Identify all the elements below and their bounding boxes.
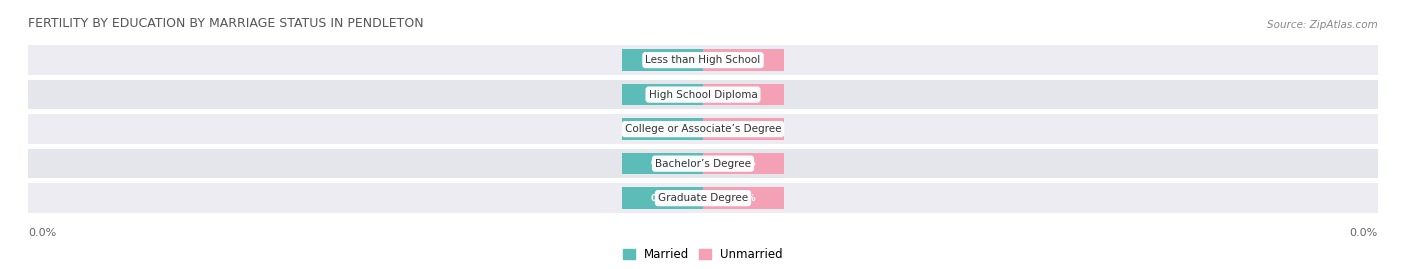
Text: 0.0%: 0.0% xyxy=(731,125,756,134)
Text: Source: ZipAtlas.com: Source: ZipAtlas.com xyxy=(1267,20,1378,30)
Text: College or Associate’s Degree: College or Associate’s Degree xyxy=(624,124,782,134)
Bar xyxy=(621,187,703,209)
Text: 0.0%: 0.0% xyxy=(650,125,675,134)
Bar xyxy=(703,187,785,209)
Bar xyxy=(621,118,703,140)
Text: FERTILITY BY EDUCATION BY MARRIAGE STATUS IN PENDLETON: FERTILITY BY EDUCATION BY MARRIAGE STATU… xyxy=(28,17,423,30)
Legend: Married, Unmarried: Married, Unmarried xyxy=(619,243,787,266)
Bar xyxy=(621,84,703,105)
Text: 0.0%: 0.0% xyxy=(650,90,675,99)
Text: High School Diploma: High School Diploma xyxy=(648,90,758,100)
Text: Graduate Degree: Graduate Degree xyxy=(658,193,748,203)
Text: 0.0%: 0.0% xyxy=(1350,228,1378,238)
Bar xyxy=(621,49,703,71)
Text: 0.0%: 0.0% xyxy=(731,56,756,65)
Text: Less than High School: Less than High School xyxy=(645,55,761,65)
Bar xyxy=(703,118,785,140)
Bar xyxy=(621,153,703,174)
Text: 0.0%: 0.0% xyxy=(28,228,56,238)
Text: 0.0%: 0.0% xyxy=(731,159,756,168)
Bar xyxy=(703,153,785,174)
Bar xyxy=(28,80,1378,109)
Bar xyxy=(28,149,1378,178)
Text: 0.0%: 0.0% xyxy=(731,90,756,99)
Text: Bachelor’s Degree: Bachelor’s Degree xyxy=(655,159,751,169)
Bar xyxy=(28,45,1378,75)
Text: 0.0%: 0.0% xyxy=(650,159,675,168)
Bar xyxy=(28,183,1378,213)
Text: 0.0%: 0.0% xyxy=(650,56,675,65)
Bar xyxy=(703,49,785,71)
Bar xyxy=(703,84,785,105)
Text: 0.0%: 0.0% xyxy=(650,194,675,203)
Text: 0.0%: 0.0% xyxy=(731,194,756,203)
Bar xyxy=(28,114,1378,144)
